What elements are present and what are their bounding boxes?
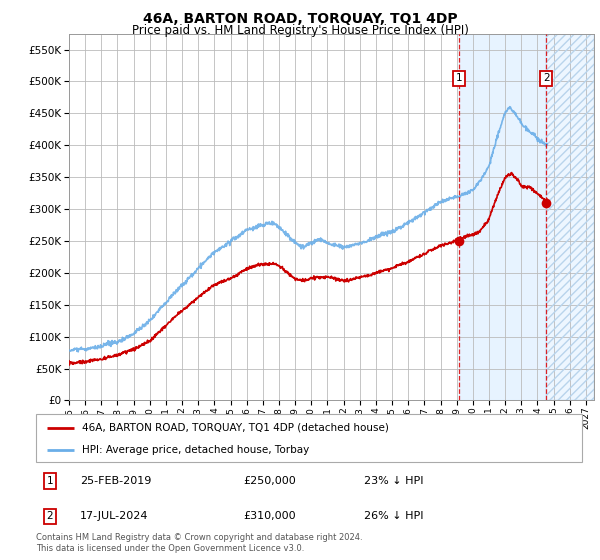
- Text: 25-FEB-2019: 25-FEB-2019: [80, 476, 151, 486]
- Text: Price paid vs. HM Land Registry's House Price Index (HPI): Price paid vs. HM Land Registry's House …: [131, 24, 469, 37]
- Text: HPI: Average price, detached house, Torbay: HPI: Average price, detached house, Torb…: [82, 445, 310, 455]
- Text: Contains HM Land Registry data © Crown copyright and database right 2024.
This d: Contains HM Land Registry data © Crown c…: [36, 533, 362, 553]
- FancyBboxPatch shape: [36, 414, 582, 462]
- Text: £310,000: £310,000: [244, 511, 296, 521]
- Text: 23% ↓ HPI: 23% ↓ HPI: [364, 476, 423, 486]
- Bar: [546, 34, 594, 400]
- Text: 46A, BARTON ROAD, TORQUAY, TQ1 4DP (detached house): 46A, BARTON ROAD, TORQUAY, TQ1 4DP (deta…: [82, 423, 389, 433]
- Text: 1: 1: [455, 73, 462, 83]
- Text: 46A, BARTON ROAD, TORQUAY, TQ1 4DP: 46A, BARTON ROAD, TORQUAY, TQ1 4DP: [143, 12, 457, 26]
- Text: 17-JUL-2024: 17-JUL-2024: [80, 511, 148, 521]
- Bar: [458, 34, 546, 400]
- Text: 2: 2: [543, 73, 550, 83]
- Text: 1: 1: [46, 476, 53, 486]
- Bar: [546, 34, 594, 400]
- Text: 26% ↓ HPI: 26% ↓ HPI: [364, 511, 423, 521]
- Text: 2: 2: [46, 511, 53, 521]
- Text: £250,000: £250,000: [244, 476, 296, 486]
